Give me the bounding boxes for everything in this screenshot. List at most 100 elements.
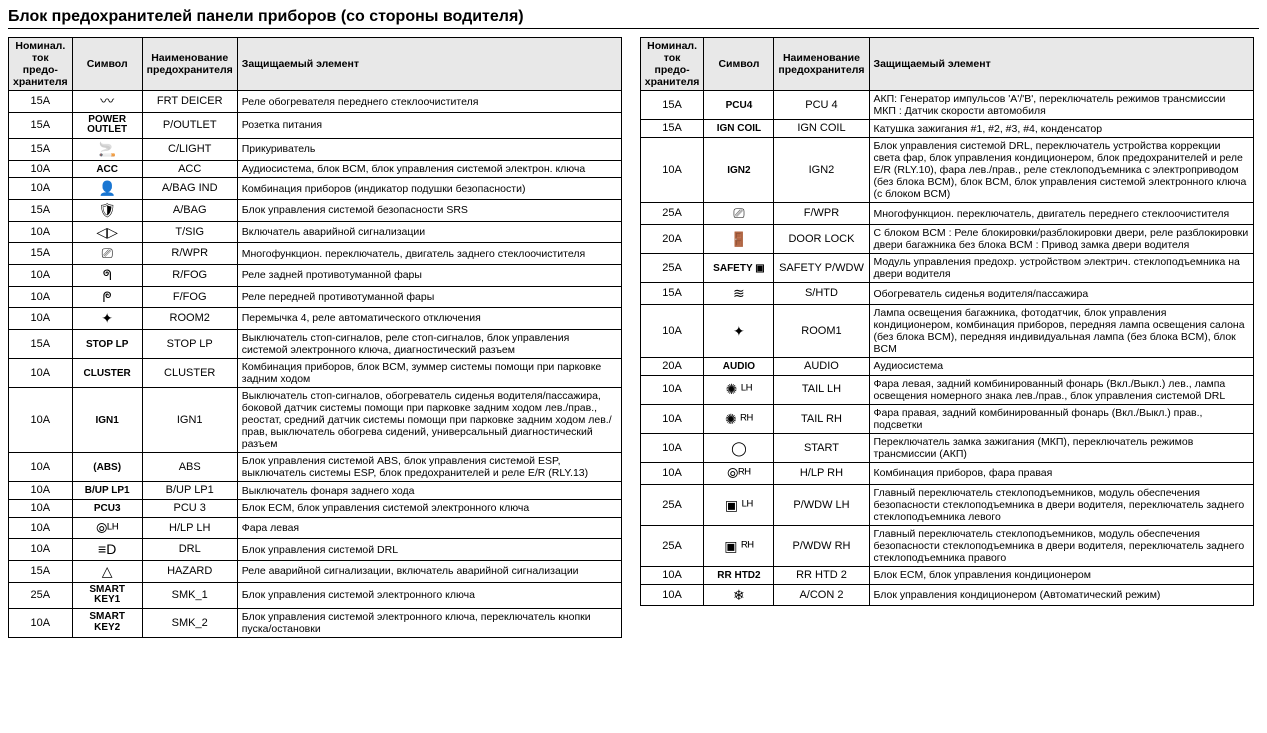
cell-fuse-name: ABS [142, 453, 237, 482]
cell-description: АКП: Генератор импульсов 'A'/'B', перекл… [869, 91, 1253, 120]
header-symbol: Символ [72, 38, 142, 91]
fuse-symbol-text: IGN1 [96, 416, 119, 427]
cell-amperage: 10A [9, 482, 73, 500]
cell-fuse-name: RR HTD 2 [774, 567, 869, 585]
fuse-symbol-icon: ≡D [98, 541, 116, 557]
fuse-symbol-text: AUDIO [723, 362, 755, 373]
cell-description: Выключатель фонаря заднего хода [237, 482, 621, 500]
cell-description: Фара правая, задний комбинированный фона… [869, 404, 1253, 433]
fuse-symbol-text: PCU3 [94, 504, 121, 515]
cell-description: Розетка питания [237, 112, 621, 138]
cell-fuse-name: ROOM2 [142, 308, 237, 330]
cell-symbol: △ [72, 561, 142, 583]
table-row: 10AACCACCАудиосистема, блок BCM, блок уп… [9, 160, 622, 178]
table-row: 15A🛡A/BAGБлок управления системой безопа… [9, 199, 622, 221]
cell-description: Главный переключатель стеклоподъемников,… [869, 525, 1253, 566]
cell-description: Комбинация приборов, фара правая [869, 463, 1253, 485]
fuse-symbol-icon: ᖘ [103, 289, 112, 305]
cell-amperage: 10A [640, 375, 704, 404]
table-row: 10A✦ROOM1Лампа освещения багажника, фото… [640, 304, 1253, 357]
cell-symbol: ᖗ [72, 264, 142, 286]
table-row: 10A◁▷T/SIGВключатель аварийной сигнализа… [9, 221, 622, 243]
table-row: 10A⦾ᴿᴴH/LP RHКомбинация приборов, фара п… [640, 463, 1253, 485]
cell-fuse-name: B/UP LP1 [142, 482, 237, 500]
cell-description: Многофункцион. переключатель, двигатель … [869, 203, 1253, 225]
cell-amperage: 15A [9, 91, 73, 113]
cell-amperage: 10A [9, 358, 73, 387]
cell-fuse-name: FRT DEICER [142, 91, 237, 113]
cell-description: Включатель аварийной сигнализации [237, 221, 621, 243]
cell-fuse-name: SAFETY P/WDW [774, 254, 869, 283]
cell-amperage: 15A [9, 243, 73, 265]
table-row: 10AB/UP LP1B/UP LP1Выключатель фонаря за… [9, 482, 622, 500]
cell-symbol: ◯ [704, 434, 774, 463]
cell-amperage: 10A [640, 584, 704, 606]
cell-fuse-name: SMK_1 [142, 582, 237, 608]
cell-description: Выключатель стоп-сигналов, реле стоп-сиг… [237, 329, 621, 358]
fuse-symbol-text: ACC [96, 165, 118, 176]
cell-symbol: IGN1 [72, 388, 142, 453]
cell-fuse-name: PCU 3 [142, 500, 237, 518]
table-row: 10A✦ROOM2Перемычка 4, реле автоматическо… [9, 308, 622, 330]
cell-amperage: 10A [9, 221, 73, 243]
cell-symbol: SAFETY ▣ [704, 254, 774, 283]
cell-symbol: ⦾ᴸᴴ [72, 517, 142, 539]
fuse-symbol-icon: ≋ [733, 285, 745, 301]
cell-fuse-name: H/LP LH [142, 517, 237, 539]
header-amperage: Номинал. ток предо-хранителя [640, 38, 704, 91]
cell-description: Перемычка 4, реле автоматического отключ… [237, 308, 621, 330]
cell-description: Реле задней противотуманной фары [237, 264, 621, 286]
table-header-row: Номинал. ток предо-хранителя Символ Наим… [640, 38, 1253, 91]
fuse-symbol-icon: △ [102, 563, 113, 579]
cell-description: Аудиосистема [869, 358, 1253, 376]
page-title: Блок предохранителей панели приборов (со… [8, 8, 1259, 29]
table-row: 15ASTOP LPSTOP LPВыключатель стоп-сигнал… [9, 329, 622, 358]
fuse-symbol-icon: ⎚ [733, 205, 744, 221]
cell-fuse-name: HAZARD [142, 561, 237, 583]
cell-fuse-name: IGN1 [142, 388, 237, 453]
cell-amperage: 15A [9, 199, 73, 221]
cell-description: Блок управления системой электронного кл… [237, 582, 621, 608]
fuse-symbol-icon: ❄ [733, 587, 745, 603]
cell-description: Комбинация приборов (индикатор подушки б… [237, 178, 621, 200]
cell-fuse-name: SMK_2 [142, 608, 237, 637]
cell-fuse-name: A/BAG [142, 199, 237, 221]
cell-fuse-name: R/FOG [142, 264, 237, 286]
cell-amperage: 10A [640, 463, 704, 485]
table-row: 15A△HAZARDРеле аварийной сигнализации, в… [9, 561, 622, 583]
table-row: 10AᖗR/FOGРеле задней противотуманной фар… [9, 264, 622, 286]
header-name: Наименование предохранителя [774, 38, 869, 91]
header-symbol: Символ [704, 38, 774, 91]
cell-symbol: ≋ [704, 283, 774, 305]
table-header-row: Номинал. ток предо-хранителя Символ Наим… [9, 38, 622, 91]
cell-amperage: 10A [9, 286, 73, 308]
cell-fuse-name: START [774, 434, 869, 463]
fuse-symbol-text: RR HTD2 [717, 571, 760, 582]
cell-description: Блок управления системой безопасности SR… [237, 199, 621, 221]
cell-fuse-name: TAIL LH [774, 375, 869, 404]
cell-symbol: RR HTD2 [704, 567, 774, 585]
cell-fuse-name: P/WDW LH [774, 484, 869, 525]
cell-description: Обогреватель сиденья водителя/пассажира [869, 283, 1253, 305]
cell-amperage: 20A [640, 224, 704, 253]
cell-fuse-name: C/LIGHT [142, 139, 237, 161]
fuse-symbol-text: IGN2 [727, 166, 750, 177]
fuse-symbol-text: IGN COIL [717, 124, 761, 135]
cell-amperage: 10A [9, 517, 73, 539]
fuse-symbol-icon: ⦾ᴸᴴ [96, 520, 118, 536]
cell-fuse-name: S/HTD [774, 283, 869, 305]
fuse-symbol-text: PCU4 [726, 101, 753, 112]
fuse-symbol-text: SMART KEY1 [77, 585, 138, 606]
cell-symbol: ⦾ᴿᴴ [704, 463, 774, 485]
table-row: 10AᖘF/FOGРеле передней противотуманной ф… [9, 286, 622, 308]
cell-fuse-name: R/WPR [142, 243, 237, 265]
cell-description: Фара левая, задний комбинированный фонар… [869, 375, 1253, 404]
table-row: 15A⎚R/WPRМногофункцион. переключатель, д… [9, 243, 622, 265]
cell-symbol: ≡D [72, 539, 142, 561]
table-row: 15A〰FRT DEICERРеле обогревателя переднег… [9, 91, 622, 113]
cell-description: Блок управления кондиционером (Автоматич… [869, 584, 1253, 606]
cell-amperage: 10A [640, 404, 704, 433]
cell-symbol: B/UP LP1 [72, 482, 142, 500]
cell-symbol: ❄ [704, 584, 774, 606]
header-amperage: Номинал. ток предо-хранителя [9, 38, 73, 91]
